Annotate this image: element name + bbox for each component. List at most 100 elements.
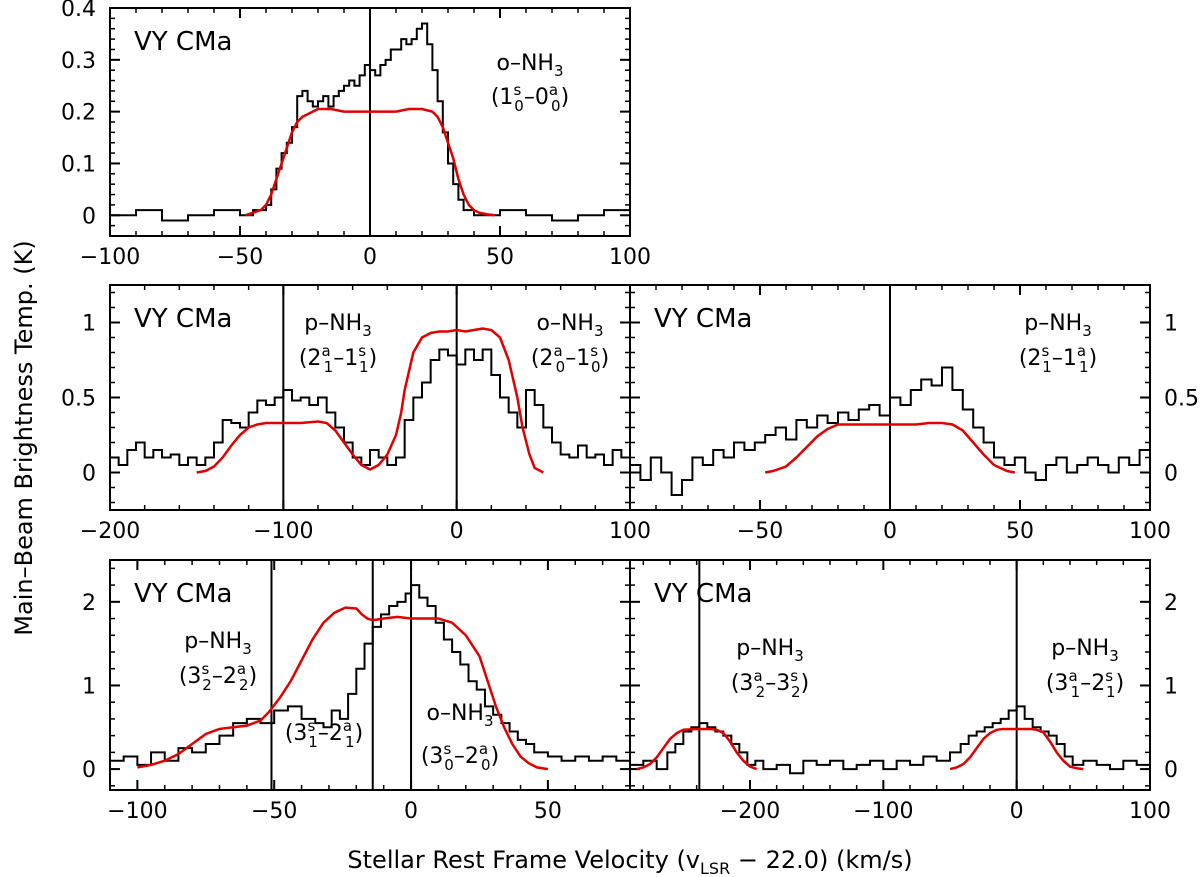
y-tick-label: 1 (1164, 312, 1178, 337)
x-tick-label: 0 (1010, 799, 1024, 824)
level-part: 1 (308, 733, 318, 751)
x-tick-label: −100 (853, 799, 913, 824)
model-spectrum-line (764, 421, 1016, 474)
y-tick-label: 0.5 (1164, 387, 1199, 412)
species-subscript: 3 (594, 322, 604, 340)
level-part: –3 (765, 671, 790, 696)
species-subscript: 3 (484, 712, 494, 730)
level-part: 2 (202, 676, 212, 694)
y-tick-label: 2 (82, 591, 96, 616)
level-part: a (753, 667, 762, 685)
x-tick-label: −100 (253, 519, 313, 544)
level-part: ) (801, 671, 810, 696)
species-label: p–NH3 (736, 636, 804, 665)
level-part: (3 (731, 671, 754, 696)
level-part: 1 (1042, 358, 1052, 376)
species-name: o–NH (496, 51, 553, 76)
level-part: 0 (556, 358, 566, 376)
species-subscript: 3 (554, 62, 564, 80)
transition-level-label: (3s 1–2a 1) (285, 717, 363, 751)
level-part: (3 (285, 721, 308, 746)
transition-level-label: (3a 2–3s 2) (731, 667, 809, 701)
y-tick-label: 0.4 (61, 0, 96, 22)
x-axis-label-prefix: Stellar Rest Frame Velocity (v (347, 846, 700, 874)
x-tick-label: −200 (80, 519, 140, 544)
level-part: –2 (212, 664, 237, 689)
transition-level-label: (2a 0–1s 0) (531, 342, 609, 376)
level-part: s (1105, 667, 1113, 685)
observed-spectrum-line (110, 584, 630, 766)
species-subscript: 3 (1082, 322, 1092, 340)
level-part: ) (1116, 671, 1125, 696)
level-part: 0 (481, 756, 491, 774)
x-tick-label: −50 (217, 245, 263, 270)
x-tick-label: 100 (1129, 519, 1171, 544)
y-tick-label: 1 (1164, 674, 1178, 699)
level-part: –1 (1052, 346, 1077, 371)
level-part: 1 (1071, 683, 1081, 701)
model-spectrum-line (244, 107, 495, 217)
level-part: s (513, 81, 521, 99)
level-part: s (790, 667, 798, 685)
level-part: ) (369, 346, 378, 371)
species-subscript: 3 (242, 640, 252, 658)
level-part: (2 (531, 346, 554, 371)
level-part: (3 (421, 744, 444, 769)
observed-spectrum-line (630, 366, 1150, 496)
x-tick-label: −50 (251, 799, 297, 824)
y-tick-label: 1 (82, 674, 96, 699)
level-part: 2 (756, 683, 766, 701)
x-axis-label: Stellar Rest Frame Velocity (vLSR − 22.0… (347, 846, 912, 877)
transition-level-label: (1s 0–0a 0) (491, 81, 569, 115)
level-part: ) (249, 664, 258, 689)
level-part: ) (491, 744, 500, 769)
species-subscript: 3 (1109, 647, 1119, 665)
species-name: o–NH (426, 701, 483, 726)
level-part: (1 (491, 85, 514, 110)
y-tick-label: 0.2 (61, 101, 96, 126)
level-part: a (1077, 342, 1086, 360)
level-part: ) (1089, 346, 1098, 371)
species-subscript: 3 (794, 647, 804, 665)
x-tick-label: 50 (486, 245, 514, 270)
transition-level-label: (3a 1–2s 1) (1046, 667, 1124, 701)
level-part: ) (561, 85, 570, 110)
x-tick-label: −100 (80, 245, 140, 270)
level-part: a (237, 660, 246, 678)
level-part: s (590, 342, 598, 360)
x-tick-label: 0 (363, 245, 377, 270)
level-part: 0 (444, 756, 454, 774)
species-label: p–NH3 (1024, 311, 1092, 340)
level-part: 1 (324, 358, 334, 376)
y-tick-label: 0.1 (61, 152, 96, 177)
observed-spectrum-line (110, 348, 630, 466)
y-tick-label: 0.3 (61, 49, 96, 74)
panel-title: VY CMa (654, 579, 752, 609)
x-axis-label-suffix: − 22.0) (km/s) (730, 846, 912, 874)
x-tick-label: −100 (107, 799, 167, 824)
level-part: –2 (1080, 671, 1105, 696)
level-part: 2 (239, 676, 249, 694)
x-tick-label: 100 (1129, 799, 1171, 824)
transition-level-label: (3s 2–2a 2) (179, 660, 257, 694)
level-part: a (549, 81, 558, 99)
level-part: ) (601, 346, 610, 371)
species-label: p–NH3 (1051, 636, 1119, 665)
level-part: –0 (524, 85, 549, 110)
x-tick-label: 0 (450, 519, 464, 544)
species-label: p–NH3 (304, 311, 372, 340)
level-part: –2 (318, 721, 343, 746)
y-axis-label: Main–Beam Brightness Temp. (K) (10, 240, 38, 635)
panel-title: VY CMa (654, 304, 752, 334)
species-label: o–NH3 (536, 311, 603, 340)
level-part: –1 (333, 346, 358, 371)
level-part: a (343, 717, 352, 735)
level-part: a (1068, 667, 1077, 685)
level-part: 1 (359, 358, 369, 376)
y-tick-label: 0 (1164, 462, 1178, 487)
species-label: o–NH3 (496, 51, 563, 80)
level-part: a (479, 740, 488, 758)
panel-title: VY CMa (134, 304, 232, 334)
